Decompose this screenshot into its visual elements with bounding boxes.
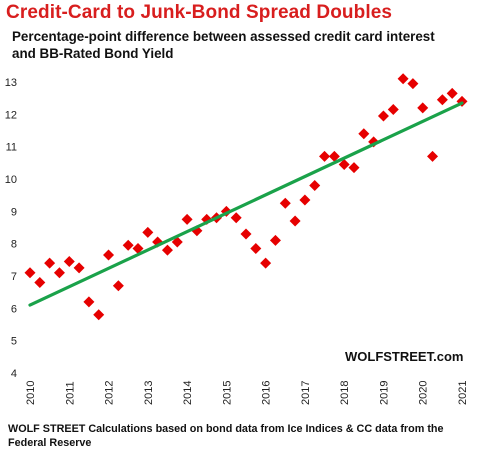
data-point [407,78,419,90]
data-point [387,103,399,115]
x-tick-label: 2021 [457,381,469,405]
data-point [289,215,301,227]
y-tick-label: 4 [11,368,17,380]
data-point [181,213,193,225]
data-point [309,179,321,191]
data-point [338,158,350,170]
data-point [269,234,281,246]
watermark-text: WOLFSTREET.com [345,349,463,364]
data-points [24,73,468,321]
data-point [93,309,105,321]
data-point [83,296,95,308]
data-point [73,262,85,274]
data-point [427,150,439,162]
data-point [377,110,389,122]
trend-line [28,101,464,307]
data-point [171,236,183,248]
data-point [34,276,46,288]
y-tick-label: 10 [5,174,17,186]
y-axis: 4 5 6 7 8 9 10 11 12 13 [5,77,17,380]
data-point [142,226,154,238]
x-tick-label: 2016 [261,381,273,405]
data-point [279,197,291,209]
data-point [358,128,370,140]
data-point [348,162,360,174]
y-tick-label: 6 [11,303,17,315]
data-point [103,249,115,261]
data-point [63,255,75,267]
x-tick-label: 2017 [300,381,312,405]
data-point [53,267,65,279]
data-point [299,194,311,206]
data-point [417,102,429,114]
trend-group [28,101,464,307]
footer-note: WOLF STREET Calculations based on bond d… [8,423,444,449]
x-axis: 2010 2011 2012 2013 2014 2015 2016 2017 2018 2019… [25,381,469,405]
data-point [230,212,242,224]
data-point [24,267,36,279]
data-point [328,150,340,162]
y-tick-label: 5 [11,336,17,348]
x-tick-label: 2013 [143,381,155,405]
x-tick-label: 2020 [418,381,430,405]
data-point [112,280,124,292]
y-tick-label: 11 [6,142,17,154]
x-tick-label: 2018 [339,381,351,405]
y-tick-label: 8 [11,239,17,251]
x-tick-label: 2011 [64,381,76,405]
data-point [250,243,262,255]
data-point [260,257,272,269]
chart-title: Credit-Card to Junk-Bond Spread Doubles [6,2,393,23]
data-point [436,94,448,106]
data-point [161,244,173,256]
data-point [44,257,56,269]
x-tick-label: 2014 [182,381,194,405]
x-tick-label: 2019 [378,381,390,405]
data-point [132,243,144,255]
x-tick-label: 2012 [104,381,116,405]
x-tick-label: 2010 [25,381,37,405]
y-tick-label: 9 [11,206,17,218]
y-tick-label: 7 [11,271,17,283]
data-point [122,239,134,251]
data-point [240,228,252,240]
y-tick-label: 12 [5,109,17,121]
data-point [319,150,331,162]
x-tick-label: 2015 [221,381,233,405]
y-tick-label: 13 [5,77,17,89]
data-point [446,87,458,99]
data-point [397,73,409,85]
chart-subtitle: Percentage-point difference between asse… [12,29,435,61]
